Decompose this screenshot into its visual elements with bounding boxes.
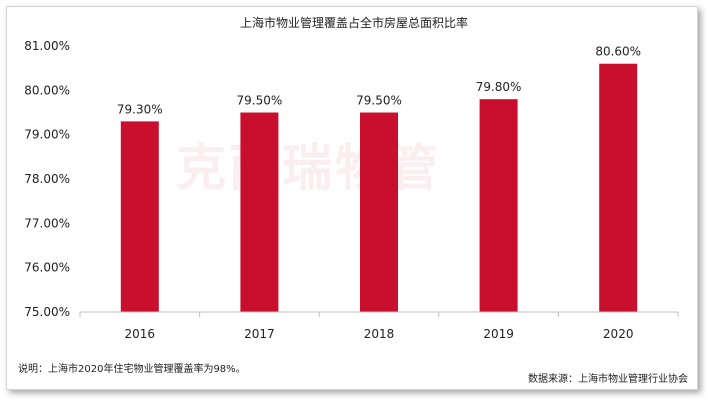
y-tick-label: 78.00% (24, 172, 70, 186)
y-tick-label: 77.00% (24, 216, 70, 230)
value-labels: 79.30% 79.50% 79.50% 79.80% 80.60% (117, 45, 641, 117)
chart-title: 上海市物业管理覆盖占全市房屋总面积比率 (239, 16, 468, 30)
y-tick-label: 75.00% (24, 305, 70, 319)
bars (120, 63, 638, 312)
data-label: 79.50% (356, 94, 402, 108)
y-tick-label: 79.00% (24, 128, 70, 142)
bar-2020 (599, 63, 638, 312)
bar-2017 (240, 112, 279, 312)
y-tick-label: 80.00% (24, 83, 70, 97)
bar-2018 (360, 112, 398, 312)
x-tick-label: 2017 (244, 327, 275, 341)
data-label: 79.50% (237, 94, 283, 108)
data-label: 80.60% (595, 45, 641, 59)
footnote: 说明：上海市2020年住宅物业管理覆盖率为98%。 (18, 364, 246, 375)
y-axis-labels: 75.00% 76.00% 77.00% 78.00% 79.00% 80.00% 81.0… (24, 39, 70, 319)
x-tick-label: 2019 (483, 327, 514, 341)
x-tick-label: 2016 (125, 327, 156, 341)
x-axis: 2016 2017 2018 2019 2020 (79, 311, 679, 341)
y-tick-label: 76.00% (24, 261, 70, 275)
source-note: 数据来源：上海市物业管理行业协会 (528, 374, 688, 385)
data-label: 79.80% (476, 80, 522, 94)
x-tick-label: 2020 (603, 327, 634, 341)
x-tick-label: 2018 (364, 327, 395, 341)
bar-2019 (479, 99, 518, 312)
y-tick-label: 81.00% (24, 39, 70, 53)
bar-2016 (120, 121, 159, 312)
data-label: 79.30% (117, 102, 163, 116)
